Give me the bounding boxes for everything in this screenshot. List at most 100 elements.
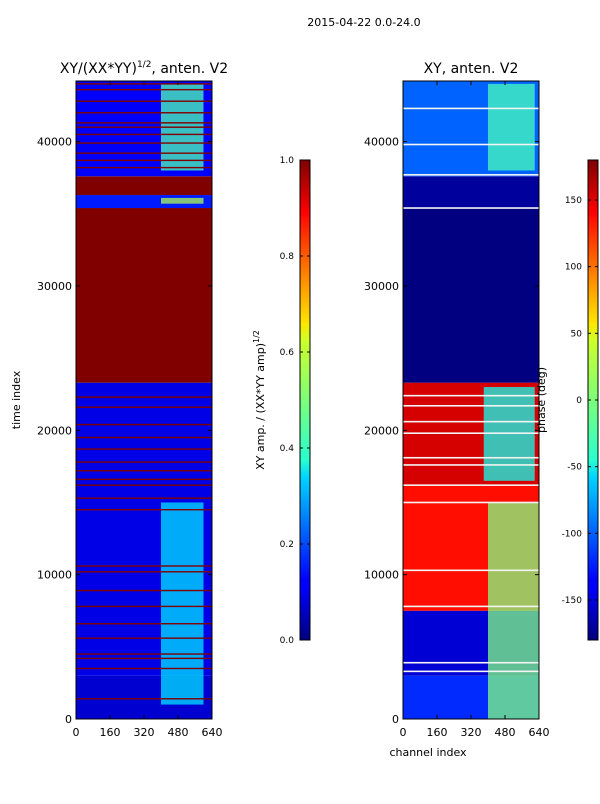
- x-tick-label: 640: [529, 726, 550, 739]
- heatmap-stripe: [76, 126, 212, 128]
- heatmap-stripe: [76, 406, 212, 408]
- colorbar-tick-label: 0: [576, 396, 582, 406]
- left-y-axis: 0 10000 20000 30000 40000: [37, 136, 212, 726]
- heatmap-stripe: [76, 565, 212, 567]
- x-tick-label: 320: [461, 726, 482, 739]
- heatmap-stripe: [76, 605, 212, 608]
- heatmap-stripe: [76, 667, 212, 670]
- colorbar-tick-label: -100: [562, 529, 583, 539]
- heatmap-stripe: [76, 653, 212, 655]
- left-colorbar-ticks: 0.0 0.2 0.4 0.6 0.8 1.0: [280, 156, 310, 646]
- heatmap-stripe: [76, 436, 212, 439]
- figure-suptitle: 2015-04-22 0.0-24.0: [307, 16, 420, 29]
- heatmap-stripe: [76, 396, 212, 398]
- y-tick-label: 40000: [364, 136, 399, 149]
- heatmap-stripe: [403, 605, 539, 608]
- x-tick-label: 160: [100, 726, 121, 739]
- heatmap-stripe: [76, 589, 212, 592]
- colorbar-tick-label: 100: [565, 263, 582, 273]
- heatmap-stripe: [76, 88, 212, 91]
- heatmap-stripe: [403, 107, 539, 110]
- right-heatmap-cells: [403, 81, 539, 719]
- heatmap-stripe: [76, 623, 212, 625]
- right-x-axis-label: channel index: [389, 746, 467, 759]
- x-tick-label: 0: [400, 726, 407, 739]
- heatmap-stripe: [403, 207, 539, 209]
- heatmap-stripe: [76, 657, 212, 660]
- right-colorbar-label: phase (deg): [535, 367, 548, 433]
- heatmap-stripe: [403, 432, 539, 434]
- colorbar-tick-label: -150: [562, 596, 583, 606]
- heatmap-stripe: [76, 142, 212, 144]
- colorbar-tick-label: 50: [571, 329, 583, 339]
- right-x-axis: 0 160 320 480 640: [400, 81, 550, 739]
- heatmap-patch: [161, 502, 204, 705]
- heatmap-stripe: [403, 174, 539, 176]
- left-y-axis-label: time index: [10, 370, 23, 429]
- left-colorbar-label: XY amp. / (XX*YY amp)1/2: [252, 330, 267, 470]
- left-panel-title: XY/(XX*YY)1/2, anten. V2: [60, 60, 228, 77]
- heatmap-stripe: [76, 484, 212, 486]
- heatmap-stripe: [76, 159, 212, 162]
- y-tick-label: 20000: [37, 424, 72, 437]
- right-y-axis: 0 10000 20000 30000 40000: [364, 136, 539, 726]
- left-heatmap-panel: XY/(XX*YY)1/2, anten. V2 0 160 320 480 640 0…: [10, 60, 228, 739]
- x-tick-label: 160: [427, 726, 448, 739]
- heatmap-stripe: [76, 448, 212, 450]
- x-tick-label: 0: [73, 726, 80, 739]
- y-tick-label: 40000: [37, 136, 72, 149]
- heatmap-stripe: [76, 122, 212, 124]
- heatmap-band: [76, 176, 212, 196]
- heatmap-stripe: [76, 470, 212, 472]
- heatmap-band: [76, 208, 212, 383]
- left-colorbar-gradient: [299, 159, 311, 641]
- heatmap-band: [403, 176, 539, 209]
- colorbar-tick-label: 0.8: [280, 252, 295, 262]
- heatmap-stripe: [76, 100, 212, 102]
- left-x-axis: 0 160 320 480 640: [73, 81, 223, 739]
- right-panel-title: XY, anten. V2: [424, 61, 519, 77]
- x-tick-label: 480: [495, 726, 516, 739]
- heatmap-stripe: [76, 423, 212, 426]
- heatmap-stripe: [76, 152, 212, 154]
- heatmap-stripe: [76, 478, 212, 481]
- heatmap-stripe: [76, 461, 212, 463]
- y-tick-label: 30000: [37, 280, 72, 293]
- y-tick-label: 10000: [364, 569, 399, 582]
- heatmap-stripe: [76, 698, 212, 700]
- heatmap-stripe: [403, 569, 539, 572]
- heatmap-stripe: [403, 394, 539, 397]
- heatmap-stripe: [76, 637, 212, 639]
- colorbar-tick-label: 0.2: [280, 540, 294, 550]
- y-tick-label: 20000: [364, 424, 399, 437]
- heatmap-stripe: [403, 501, 539, 504]
- colorbar-tick-label: 0.4: [280, 444, 295, 454]
- heatmap-stripe: [403, 143, 539, 146]
- left-heatmap-cells: [76, 81, 212, 719]
- heatmap-patch: [161, 197, 204, 204]
- right-colorbar: -150 -100 -50 0 50 100 150: [562, 159, 599, 641]
- y-tick-label: 0: [392, 713, 399, 726]
- right-colorbar-ticks: -150 -100 -50 0 50 100 150: [562, 196, 598, 606]
- heatmap-stripe: [76, 571, 212, 573]
- heatmap-stripe: [76, 133, 212, 136]
- heatmap-patch: [488, 83, 535, 171]
- heatmap-stripe: [403, 456, 539, 459]
- colorbar-tick-label: 150: [565, 196, 582, 206]
- heatmap-stripe: [403, 420, 539, 423]
- colorbar-tick-label: 1.0: [280, 156, 295, 166]
- x-tick-label: 320: [134, 726, 155, 739]
- x-tick-label: 480: [168, 726, 189, 739]
- x-tick-label: 640: [202, 726, 223, 739]
- y-tick-label: 0: [65, 713, 72, 726]
- colorbar-tick-label: 0.0: [280, 636, 295, 646]
- colorbar-tick-label: -50: [567, 463, 582, 473]
- right-heatmap-panel: XY, anten. V2 0 160 320 480 640 0 10000 20000 3…: [364, 61, 550, 759]
- heatmap-band: [403, 208, 539, 383]
- heatmap-stripe: [76, 509, 212, 511]
- heatmap-stripe: [403, 484, 539, 486]
- heatmap-patch: [488, 502, 539, 719]
- y-tick-label: 10000: [37, 569, 72, 582]
- heatmap-stripe: [403, 404, 539, 407]
- heatmap-stripe: [76, 112, 212, 114]
